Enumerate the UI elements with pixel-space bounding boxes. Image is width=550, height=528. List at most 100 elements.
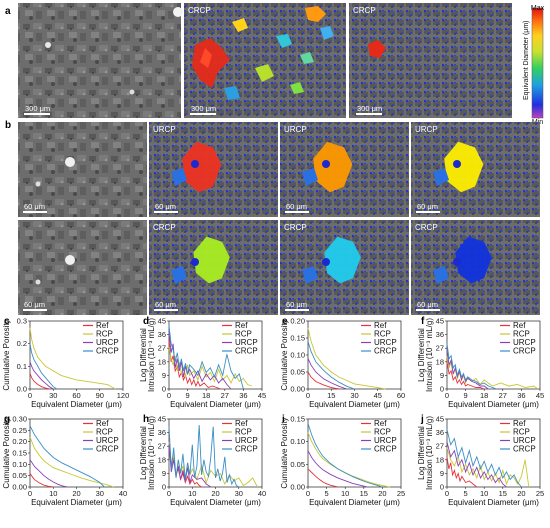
y-tick-label: 36 — [436, 428, 444, 437]
chart-c: c 0 30 60 90 120 0.0 0.1 0.2 0.3 Equivalent Diamet… — [2, 316, 129, 409]
y-tick-label: 0.05 — [290, 460, 305, 469]
x-tick-label: 45 — [374, 391, 382, 400]
legend-label: RCP — [235, 428, 252, 437]
series-line-crcp — [29, 425, 105, 488]
y-axis-label: Log DifferentialIntrusion (10⁻³ mL/g) — [417, 416, 434, 490]
y-tick-label: 0.10 — [290, 351, 305, 360]
x-tick-label: 30 — [235, 489, 243, 498]
sem-image-a2: CRCP 300 μm — [184, 3, 346, 118]
legend-label: CRCP — [235, 347, 258, 356]
y-tick-label: 18 — [436, 455, 444, 464]
y-axis-label: Cumulative Porosity — [280, 417, 289, 488]
scale-label: 60 μm — [24, 202, 45, 211]
x-tick-label: 20 — [72, 489, 80, 498]
y-tick-label: 36 — [158, 428, 166, 437]
image-label: CRCP — [153, 223, 176, 232]
scale-label: 60 μm — [155, 202, 176, 211]
scale-label: 60 μm — [286, 300, 307, 309]
x-tick-label: 9 — [186, 391, 190, 400]
x-tick-label: 10 — [49, 489, 57, 498]
y-tick-label: 0.25 — [12, 426, 27, 435]
x-tick-label: 90 — [96, 391, 104, 400]
series-line-crcp — [446, 343, 497, 390]
x-tick-label: 36 — [517, 391, 525, 400]
image-label: URCP — [415, 125, 438, 134]
legend-label: RCP — [513, 330, 530, 339]
x-tick-label: 5 — [325, 489, 329, 498]
y-tick-label: 0 — [162, 385, 166, 394]
series-line-crcp — [29, 343, 58, 390]
series-line-urcp — [29, 361, 54, 390]
y-tick-label: 9 — [162, 469, 166, 478]
legend-label: URCP — [374, 338, 397, 347]
series-line-urcp — [307, 450, 368, 488]
y-tick-label: 0.05 — [290, 368, 305, 377]
series-line-ref — [29, 473, 54, 488]
y-tick-label: 0 — [162, 483, 166, 492]
y-tick-label: 45 — [158, 317, 166, 326]
y-tick-label: 0.1 — [17, 362, 27, 371]
y-tick-label: 0.00 — [12, 483, 27, 492]
x-tick-label: 15 — [499, 489, 507, 498]
legend-label: Ref — [235, 321, 248, 330]
panel-letter-d: d — [143, 316, 149, 327]
legend-label: Ref — [374, 321, 387, 330]
scale-label: 60 μm — [24, 300, 45, 309]
x-tick-label: 120 — [117, 391, 130, 400]
x-axis-label: Equivalent Diameter (μm) — [31, 400, 122, 409]
image-label: CRCP — [284, 223, 307, 232]
y-tick-label: 36 — [436, 330, 444, 339]
series-line-ref — [307, 371, 340, 390]
legend-label: URCP — [513, 338, 536, 347]
sem-image-a3: CRCP 300 μm — [349, 3, 512, 118]
y-tick-label: 27 — [436, 442, 444, 451]
x-tick-label: 60 — [397, 391, 405, 400]
legend-label: URCP — [513, 436, 536, 445]
scale-bar — [285, 211, 309, 213]
scale-label: 60 μm — [417, 300, 438, 309]
plot-frame — [446, 320, 541, 390]
y-tick-label: 0 — [440, 385, 444, 394]
x-tick-label: 15 — [360, 489, 368, 498]
y-tick-label: 0 — [440, 483, 444, 492]
image-label: CRCP — [353, 6, 376, 15]
series-line-rcp — [29, 327, 116, 390]
y-tick-label: 27 — [158, 344, 166, 353]
legend-label: Ref — [513, 321, 526, 330]
row-a-images: 300 μm CRCP 300 μm CRCP 300 μm — [18, 3, 512, 118]
panel-letter-a: a — [5, 6, 11, 17]
sem-image-b1-3: URCP 60 μm — [280, 122, 409, 217]
chart-i: i 0 5 10 15 20 25 0.00 0.05 0.10 0.15 Equivalent Di… — [280, 414, 405, 507]
legend-label: Ref — [235, 419, 248, 428]
x-tick-label: 30 — [96, 489, 104, 498]
x-tick-label: 20 — [378, 489, 386, 498]
x-axis-label: Equivalent Diameter (μm) — [31, 498, 122, 507]
panel-letter-e: e — [282, 316, 288, 327]
x-tick-label: 45 — [258, 391, 266, 400]
scale-label: 300 μm — [25, 104, 50, 113]
legend-label: CRCP — [374, 445, 397, 454]
y-tick-label: 0.20 — [290, 317, 305, 326]
y-tick-label: 0.15 — [290, 334, 305, 343]
x-tick-label: 5 — [464, 489, 468, 498]
x-tick-label: 60 — [72, 391, 80, 400]
legend-label: RCP — [374, 330, 391, 339]
legend-label: RCP — [374, 428, 391, 437]
x-tick-label: 20 — [517, 489, 525, 498]
series-line-urcp — [29, 459, 68, 488]
plot-frame — [307, 418, 402, 488]
y-tick-label: 27 — [158, 442, 166, 451]
x-tick-label: 40 — [119, 489, 127, 498]
y-tick-label: 9 — [440, 371, 444, 380]
x-tick-label: 0 — [445, 391, 449, 400]
chart-e: e 0 15 30 45 60 0.00 0.05 0.10 0.15 0.20 Equivalent… — [280, 316, 405, 409]
x-tick-label: 0 — [167, 391, 171, 400]
y-tick-label: 27 — [436, 344, 444, 353]
series-line-urcp — [446, 441, 507, 488]
